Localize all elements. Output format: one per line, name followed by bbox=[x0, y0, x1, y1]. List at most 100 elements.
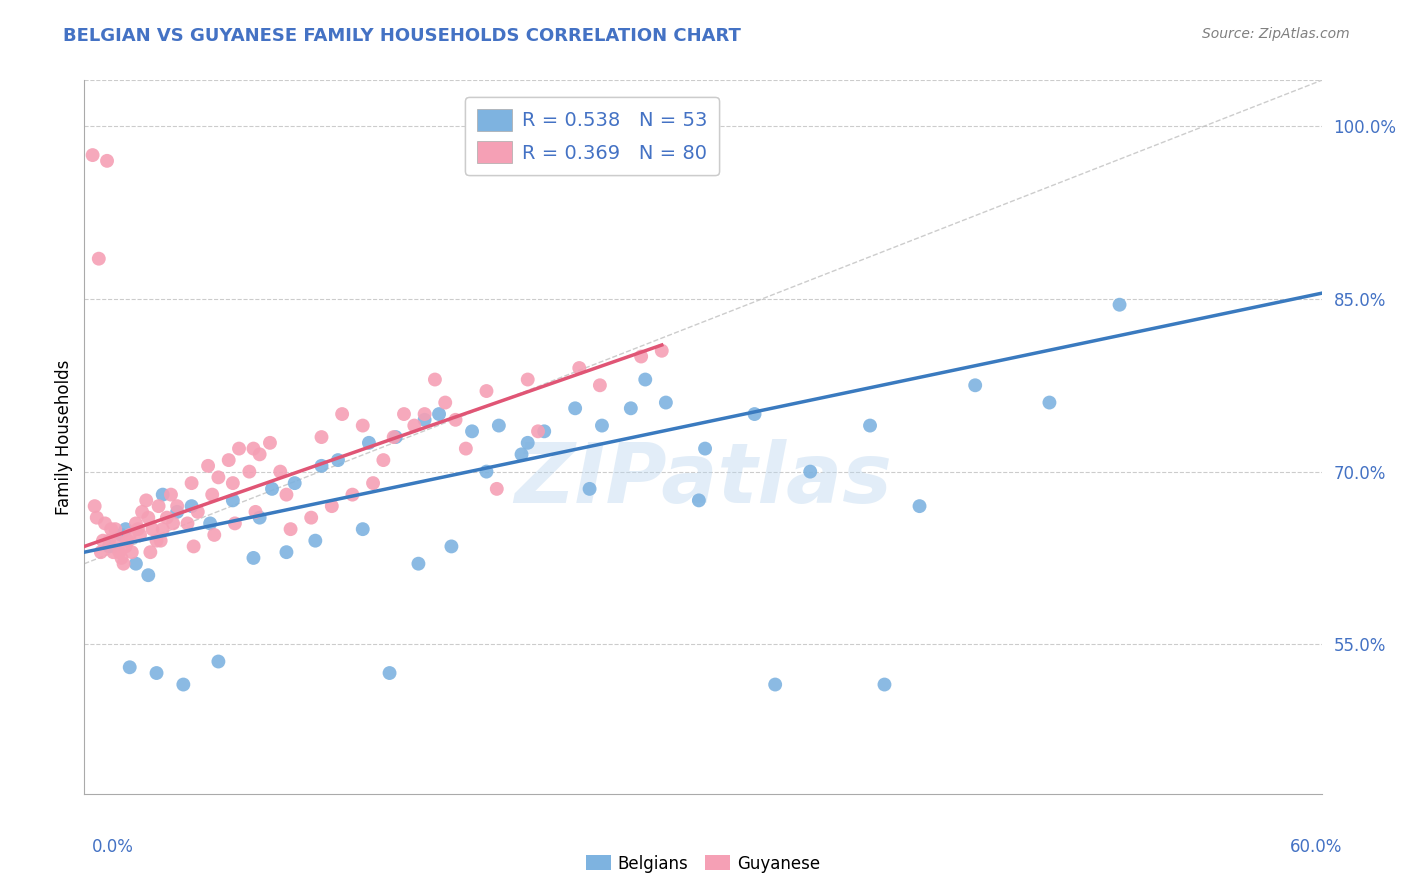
Text: 60.0%: 60.0% bbox=[1291, 838, 1343, 856]
Point bbox=[434, 395, 457, 409]
Point bbox=[259, 435, 281, 450]
Point bbox=[121, 545, 143, 559]
Point bbox=[166, 505, 188, 519]
Point bbox=[688, 493, 710, 508]
Point bbox=[141, 522, 163, 536]
Point bbox=[859, 418, 882, 433]
Point bbox=[578, 482, 600, 496]
Point bbox=[249, 510, 271, 524]
Point bbox=[763, 677, 786, 691]
Point bbox=[198, 516, 221, 531]
Point bbox=[382, 430, 405, 444]
Point bbox=[908, 499, 931, 513]
Point bbox=[475, 465, 498, 479]
Point bbox=[201, 488, 224, 502]
Point bbox=[148, 499, 170, 513]
Point bbox=[98, 540, 121, 554]
Point bbox=[103, 545, 125, 559]
Point bbox=[280, 522, 302, 536]
Point bbox=[330, 407, 353, 421]
Point bbox=[533, 425, 555, 439]
Point bbox=[228, 442, 250, 456]
Point bbox=[427, 407, 450, 421]
Point bbox=[693, 442, 716, 456]
Point bbox=[744, 407, 766, 421]
Point bbox=[129, 528, 152, 542]
Point bbox=[222, 493, 245, 508]
Point bbox=[110, 550, 132, 565]
Point bbox=[454, 442, 477, 456]
Point bbox=[238, 465, 260, 479]
Point bbox=[568, 361, 591, 376]
Point bbox=[311, 430, 333, 444]
Point bbox=[125, 516, 148, 531]
Point bbox=[440, 540, 463, 554]
Point bbox=[162, 516, 184, 531]
Point bbox=[91, 533, 114, 548]
Point bbox=[242, 550, 264, 565]
Point bbox=[160, 488, 183, 502]
Point bbox=[269, 465, 291, 479]
Point bbox=[166, 499, 188, 513]
Point bbox=[634, 372, 657, 386]
Point bbox=[413, 413, 436, 427]
Point bbox=[384, 430, 406, 444]
Point bbox=[326, 453, 349, 467]
Point bbox=[488, 418, 510, 433]
Point bbox=[461, 425, 484, 439]
Point bbox=[114, 540, 136, 554]
Point bbox=[591, 418, 613, 433]
Point bbox=[276, 545, 298, 559]
Point bbox=[321, 499, 343, 513]
Point bbox=[112, 557, 135, 571]
Point bbox=[516, 372, 538, 386]
Point bbox=[136, 510, 159, 524]
Point bbox=[311, 458, 333, 473]
Point bbox=[260, 482, 283, 496]
Point bbox=[118, 660, 141, 674]
Point bbox=[98, 533, 121, 548]
Point bbox=[630, 350, 652, 364]
Point bbox=[114, 522, 136, 536]
Point bbox=[156, 510, 179, 524]
Point bbox=[94, 516, 117, 531]
Point bbox=[516, 435, 538, 450]
Point bbox=[485, 482, 508, 496]
Point bbox=[408, 557, 430, 571]
Point bbox=[357, 435, 380, 450]
Text: Source: ZipAtlas.com: Source: ZipAtlas.com bbox=[1202, 27, 1350, 41]
Point bbox=[180, 476, 202, 491]
Point bbox=[180, 499, 202, 513]
Point bbox=[135, 493, 157, 508]
Point bbox=[96, 153, 118, 168]
Point bbox=[352, 418, 374, 433]
Point bbox=[620, 401, 643, 416]
Point bbox=[245, 505, 267, 519]
Point bbox=[799, 465, 821, 479]
Point bbox=[1108, 298, 1130, 312]
Point bbox=[373, 453, 395, 467]
Point bbox=[423, 372, 446, 386]
Point bbox=[299, 510, 322, 524]
Point bbox=[218, 453, 240, 467]
Point bbox=[655, 395, 678, 409]
Point bbox=[352, 522, 374, 536]
Point bbox=[176, 516, 198, 531]
Point bbox=[249, 447, 271, 461]
Point bbox=[125, 557, 148, 571]
Point bbox=[361, 476, 384, 491]
Legend: Belgians, Guyanese: Belgians, Guyanese bbox=[579, 848, 827, 880]
Point bbox=[392, 407, 415, 421]
Y-axis label: Family Households: Family Households bbox=[55, 359, 73, 515]
Point bbox=[224, 516, 246, 531]
Point bbox=[404, 418, 426, 433]
Point bbox=[222, 476, 245, 491]
Point bbox=[183, 540, 205, 554]
Text: ZIPatlas: ZIPatlas bbox=[515, 440, 891, 520]
Point bbox=[152, 522, 174, 536]
Point bbox=[202, 528, 225, 542]
Point bbox=[136, 568, 159, 582]
Point bbox=[413, 407, 436, 421]
Point bbox=[651, 343, 673, 358]
Point bbox=[117, 533, 139, 548]
